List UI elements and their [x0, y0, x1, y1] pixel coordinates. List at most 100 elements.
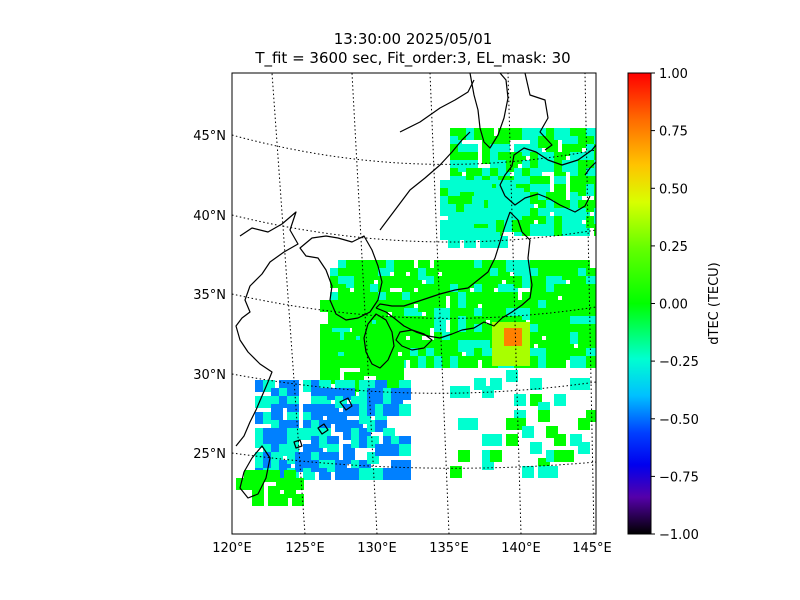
dtec-cell-anomaly [492, 334, 500, 342]
dtec-cell [586, 216, 596, 228]
dtec-cell [586, 184, 596, 196]
dtec-cell [506, 370, 518, 382]
dtec-cell-anomaly [510, 358, 518, 366]
dtec-cell [522, 426, 534, 438]
dtec-cell [514, 394, 526, 406]
dtec-cell [586, 128, 596, 140]
dtec-cell [466, 418, 478, 430]
lat-label-35: 35°N [193, 288, 226, 303]
dtec-cell [586, 200, 596, 212]
dtec-cell [399, 468, 411, 480]
dtec-cell [586, 160, 596, 172]
dtec-cell [472, 204, 484, 216]
dtec-cell-anomaly [504, 334, 512, 342]
dtec-cell-anomaly [522, 334, 530, 342]
dtec-cell-anomaly [516, 340, 524, 348]
lat-label-40: 40°N [193, 209, 226, 224]
dtec-cell [594, 136, 596, 148]
dtec-cell-anomaly [492, 328, 500, 336]
dtec-cell [292, 478, 304, 490]
dtec-cell-anomaly [510, 322, 518, 330]
dtec-cell [496, 236, 508, 248]
dtec-cell-anomaly [516, 322, 524, 330]
dtec-cell-anomaly [498, 328, 506, 336]
dtec-cell-anomaly [492, 322, 500, 330]
colorbar-gradient [627, 72, 652, 535]
lat-label-25: 25°N [193, 447, 226, 462]
plot-title: 13:30:00 2025/05/01 [333, 30, 493, 48]
colorbar-tick-neg0.25: −0.25 [659, 355, 699, 370]
dtec-cell [594, 176, 596, 188]
dtec-cell-anomaly [510, 352, 518, 360]
dtec-cell [562, 450, 574, 462]
dtec-cell-anomaly [504, 322, 512, 330]
colorbar-tick-1.00: 1.00 [659, 67, 688, 82]
dtec-cell-anomaly [516, 346, 524, 354]
dtec-cell-anomaly [498, 340, 506, 348]
dtec-cell [594, 224, 596, 236]
dtec-cell-anomaly [492, 346, 500, 354]
dtec-cell [578, 442, 590, 454]
dtec-cell-anomaly [510, 334, 518, 342]
dtec-cell [586, 152, 596, 164]
dtec-cell [586, 284, 596, 296]
dtec-cell [586, 176, 596, 188]
map-panel [231, 72, 597, 535]
dtec-cell [399, 388, 411, 400]
dtec-cell-anomaly [522, 358, 530, 366]
colorbar-tick-neg0.50: −0.50 [659, 413, 699, 428]
plot-subtitle: T_fit = 3600 sec, Fit_order:3, EL_mask: … [255, 49, 571, 67]
dtec-cell [586, 300, 596, 312]
dtec-cell [578, 378, 590, 390]
dtec-cell-anomaly [504, 358, 512, 366]
lat-label-45: 45°N [193, 129, 226, 144]
dtec-cell [458, 386, 470, 398]
dtec-cell [530, 378, 542, 390]
dtec-cell [586, 268, 596, 280]
dtec-cell [530, 442, 542, 454]
dtec-cell-anomaly [510, 340, 518, 348]
dtec-cell-anomaly [522, 352, 530, 360]
dtec-cell [538, 410, 550, 422]
dtec-cell [554, 434, 566, 446]
lon-label-145: 145°E [572, 541, 612, 556]
dtec-cell [490, 434, 502, 446]
dtec-cell [594, 144, 596, 156]
dtec-cell-anomaly [516, 358, 524, 366]
dtec-cell-anomaly [498, 346, 506, 354]
dtec-cell [586, 410, 596, 422]
dtec-cell-anomaly [498, 334, 506, 342]
dtec-cell [594, 160, 596, 172]
dtec-cell [464, 180, 476, 192]
dtec-cell [392, 340, 404, 352]
lon-label-135: 135°E [429, 541, 469, 556]
dtec-cell [586, 316, 596, 328]
dtec-cell-anomaly [522, 346, 530, 354]
latitude-labels: 45°N 40°N 35°N 30°N 25°N [193, 129, 226, 462]
dtec-cell-anomaly [498, 358, 506, 366]
dtec-cell [586, 168, 596, 180]
dtec-cell [522, 466, 534, 478]
dtec-cell-anomaly [492, 358, 500, 366]
dtec-cell-anomaly [516, 352, 524, 360]
lat-label-30: 30°N [193, 368, 226, 383]
dtec-cell [458, 450, 470, 462]
graticule [232, 73, 596, 534]
colorbar-tick-0.25: 0.25 [659, 240, 688, 255]
dtec-cell [490, 450, 502, 462]
dtec-cell-anomaly [492, 352, 500, 360]
lon-label-125: 125°E [285, 541, 325, 556]
dtec-cell [594, 216, 596, 228]
dtec-cell-anomaly [516, 328, 524, 336]
dtec-cell [586, 136, 596, 148]
dtec-cell [399, 444, 411, 456]
dtec-cell [554, 394, 566, 406]
lon-label-130: 130°E [357, 541, 397, 556]
dtec-cell [586, 348, 596, 360]
dtec-cell-anomaly [504, 352, 512, 360]
dtec-cell [594, 152, 596, 164]
dtec-cell [292, 494, 304, 506]
dtec-cell [252, 494, 264, 506]
dtec-cell-anomaly [504, 340, 512, 348]
